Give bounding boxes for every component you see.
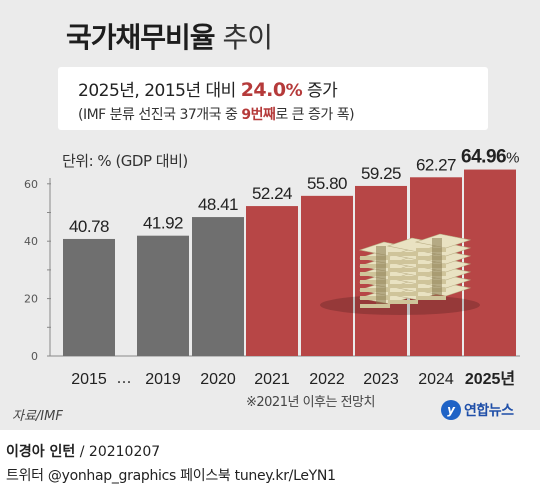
chart-card: 국가채무비율 추이 2025년, 2015년 대비 24.0% 증가 (IMF … bbox=[0, 0, 540, 430]
yonhap-logo: y 연합뉴스 bbox=[441, 400, 514, 420]
summary-detail: (IMF 분류 선진국 37개국 중 9번째로 큰 증가 폭) bbox=[78, 104, 355, 124]
summary-rank: 9번째 bbox=[241, 107, 276, 123]
x-tick-label: 2021 bbox=[254, 371, 290, 388]
credit-name: 이경아 인턴 bbox=[6, 444, 76, 460]
page-title: 국가채무비율 추이 bbox=[66, 16, 273, 56]
bar bbox=[246, 206, 298, 356]
summary-increase-unit: % bbox=[285, 81, 303, 101]
bar bbox=[192, 217, 244, 356]
y-tick-label: 60 bbox=[24, 178, 38, 191]
data-label: 48.41 bbox=[198, 195, 238, 214]
y-tick-label: 20 bbox=[24, 293, 38, 306]
data-label: 59.25 bbox=[361, 164, 401, 183]
title-suffix: 추이 bbox=[222, 21, 273, 54]
credit-separator: / bbox=[75, 444, 89, 460]
forecast-note: ※2021년 이후는 전망치 bbox=[246, 395, 375, 410]
y-tick-label: 40 bbox=[24, 235, 38, 248]
data-label: 62.27 bbox=[416, 155, 456, 174]
title-main: 국가채무비율 bbox=[66, 21, 216, 54]
summary-detail-pre: (IMF 분류 선진국 37개국 중 bbox=[78, 107, 242, 123]
x-tick-label: 2024 bbox=[418, 371, 454, 388]
social-links: 트위터 @yonhap_graphics 페이스북 tuney.kr/LeYN1 bbox=[6, 468, 336, 484]
summary-headline-pre: 2025년, 2015년 대비 bbox=[78, 81, 241, 101]
axis-break-label: … bbox=[117, 369, 132, 387]
bar bbox=[137, 235, 189, 356]
money-stack-icon bbox=[320, 233, 480, 315]
data-label: 52.24 bbox=[252, 184, 292, 203]
logo-text: 연합뉴스 bbox=[464, 403, 514, 419]
x-tick-label: 2019 bbox=[145, 371, 181, 388]
x-tick-label: 2023 bbox=[363, 371, 399, 388]
summary-headline: 2025년, 2015년 대비 24.0% 증가 bbox=[78, 76, 338, 101]
data-label: 64.96% bbox=[461, 147, 519, 168]
bar bbox=[464, 169, 516, 356]
logo-mark-icon: y bbox=[441, 400, 461, 420]
bar bbox=[63, 238, 115, 356]
bar-chart: 0 20 40 60 40.78 2015 41.92 2019 48.41 2020 52.24 2… bbox=[24, 147, 520, 388]
credit-date: 20210207 bbox=[88, 444, 161, 460]
x-tick-label: 2020 bbox=[200, 371, 236, 388]
data-label: 41.92 bbox=[143, 214, 183, 233]
credit-line: 이경아 인턴 / 20210207 bbox=[6, 441, 160, 461]
x-tick-label: 2025년 bbox=[465, 369, 515, 388]
x-tick-label: 2015 bbox=[71, 371, 107, 388]
y-tick-label: 0 bbox=[31, 350, 38, 363]
x-tick-label: 2022 bbox=[309, 371, 345, 388]
bar bbox=[301, 195, 353, 356]
summary-box: 2025년, 2015년 대비 24.0% 증가 (IMF 분류 선진국 37개… bbox=[58, 67, 488, 130]
data-label: 40.78 bbox=[69, 217, 109, 236]
summary-detail-post: 로 큰 증가 폭) bbox=[275, 107, 355, 123]
data-label: 55.80 bbox=[307, 174, 347, 193]
summary-headline-post: 증가 bbox=[302, 81, 338, 101]
unit-label: 단위: % (GDP 대비) bbox=[62, 152, 188, 170]
source-label: 자료/IMF bbox=[12, 409, 63, 424]
summary-increase-value: 24.0 bbox=[240, 79, 286, 101]
